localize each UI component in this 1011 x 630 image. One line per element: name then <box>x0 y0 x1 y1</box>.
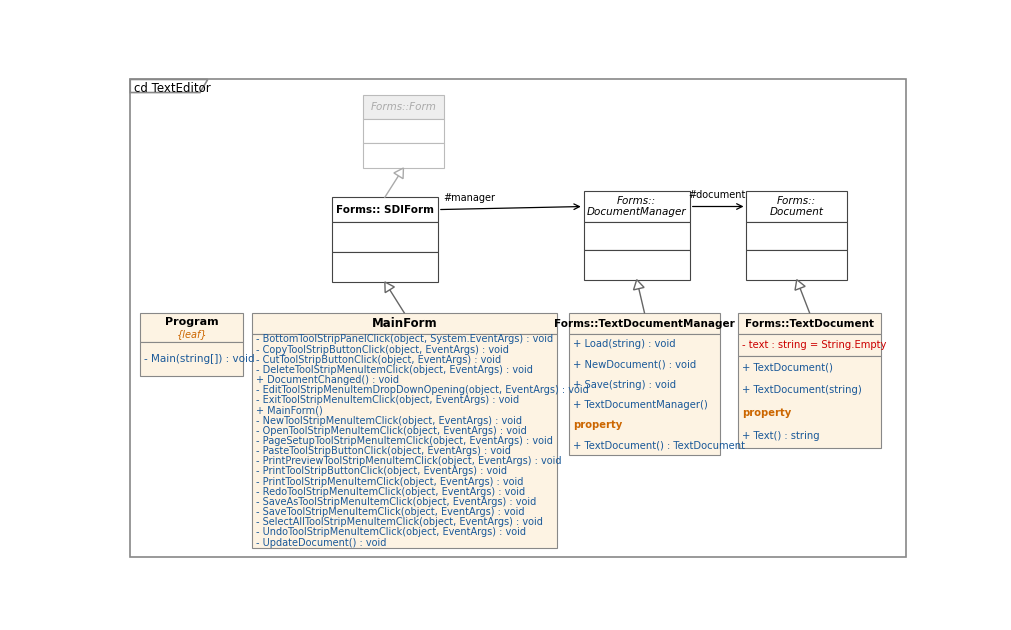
Polygon shape <box>141 312 244 342</box>
Polygon shape <box>332 252 438 282</box>
Polygon shape <box>634 280 644 290</box>
Text: - NewToolStripMenuItemClick(object, EventArgs) : void: - NewToolStripMenuItemClick(object, Even… <box>256 416 522 426</box>
Polygon shape <box>363 144 444 168</box>
Text: #manager: #manager <box>443 193 495 203</box>
Text: + DocumentChanged() : void: + DocumentChanged() : void <box>256 375 398 385</box>
Polygon shape <box>746 250 847 280</box>
Polygon shape <box>746 191 847 222</box>
Polygon shape <box>738 335 882 356</box>
Polygon shape <box>394 168 403 179</box>
Polygon shape <box>746 222 847 250</box>
Text: MainForm: MainForm <box>371 317 437 330</box>
Text: - DeleteToolStripMenuItemClick(object, EventArgs) : void: - DeleteToolStripMenuItemClick(object, E… <box>256 365 533 375</box>
Text: Forms::Form: Forms::Form <box>370 102 437 112</box>
Text: Forms::TextDocumentManager: Forms::TextDocumentManager <box>554 319 735 328</box>
Text: Forms::
Document: Forms:: Document <box>769 196 824 217</box>
Text: - SelectAllToolStripMenuItemClick(object, EventArgs) : void: - SelectAllToolStripMenuItemClick(object… <box>256 517 543 527</box>
Text: - RedoToolStripMenuItemClick(object, EventArgs) : void: - RedoToolStripMenuItemClick(object, Eve… <box>256 487 525 496</box>
Text: + Save(string) : void: + Save(string) : void <box>573 380 676 390</box>
Text: Forms:: SDIForm: Forms:: SDIForm <box>336 205 434 215</box>
Text: Program: Program <box>165 317 218 327</box>
Text: - CopyToolStripButtonClick(object, EventArgs) : void: - CopyToolStripButtonClick(object, Event… <box>256 345 509 355</box>
Text: - SaveToolStripMenuItemClick(object, EventArgs) : void: - SaveToolStripMenuItemClick(object, Eve… <box>256 507 525 517</box>
Text: + TextDocumentManager(): + TextDocumentManager() <box>573 400 708 410</box>
Text: Forms::TextDocument: Forms::TextDocument <box>745 319 875 328</box>
Text: property: property <box>742 408 791 418</box>
Text: - PrintToolStripButtonClick(object, EventArgs) : void: - PrintToolStripButtonClick(object, Even… <box>256 466 507 476</box>
Polygon shape <box>583 222 690 250</box>
Text: - PrintPreviewToolStripMenuItemClick(object, EventArgs) : void: - PrintPreviewToolStripMenuItemClick(obj… <box>256 456 561 466</box>
Text: #document: #document <box>688 190 745 200</box>
Polygon shape <box>252 312 556 335</box>
Polygon shape <box>130 79 906 557</box>
Text: - UpdateDocument() : void: - UpdateDocument() : void <box>256 537 386 547</box>
Text: property: property <box>573 420 622 430</box>
Polygon shape <box>332 197 438 222</box>
Text: + Text() : string: + Text() : string <box>742 431 819 441</box>
Text: cd TextEditor: cd TextEditor <box>134 82 211 95</box>
Text: - UndoToolStripMenuItemClick(object, EventArgs) : void: - UndoToolStripMenuItemClick(object, Eve… <box>256 527 526 537</box>
Polygon shape <box>795 280 805 290</box>
Text: + TextDocument() : TextDocument: + TextDocument() : TextDocument <box>573 440 745 450</box>
Text: - PrintToolStripMenuItemClick(object, EventArgs) : void: - PrintToolStripMenuItemClick(object, Ev… <box>256 476 523 486</box>
Polygon shape <box>141 342 244 376</box>
Text: + NewDocument() : void: + NewDocument() : void <box>573 360 696 370</box>
Polygon shape <box>385 282 394 293</box>
Polygon shape <box>738 312 882 335</box>
Text: + TextDocument(): + TextDocument() <box>742 362 833 372</box>
Text: + TextDocument(string): + TextDocument(string) <box>742 385 861 395</box>
Text: + MainForm(): + MainForm() <box>256 406 323 416</box>
Text: - OpenToolStripMenuItemClick(object, EventArgs) : void: - OpenToolStripMenuItemClick(object, Eve… <box>256 426 527 436</box>
Text: - EditToolStripMenuItemDropDownOpening(object, EventArgs) : void: - EditToolStripMenuItemDropDownOpening(o… <box>256 385 588 395</box>
Text: - text : string = String.Empty: - text : string = String.Empty <box>742 340 886 350</box>
Polygon shape <box>569 312 720 335</box>
Text: - Main(string[]) : void: - Main(string[]) : void <box>145 354 255 364</box>
Text: - CutToolStripButtonClick(object, EventArgs) : void: - CutToolStripButtonClick(object, EventA… <box>256 355 500 365</box>
Polygon shape <box>252 335 556 547</box>
Polygon shape <box>363 95 444 120</box>
Text: + Load(string) : void: + Load(string) : void <box>573 340 675 350</box>
Text: - PasteToolStripButtonClick(object, EventArgs) : void: - PasteToolStripButtonClick(object, Even… <box>256 446 511 456</box>
Polygon shape <box>332 222 438 252</box>
Text: {leaf}: {leaf} <box>177 329 207 339</box>
Polygon shape <box>738 356 882 447</box>
Polygon shape <box>363 120 444 144</box>
Text: Forms::
DocumentManager: Forms:: DocumentManager <box>587 196 686 217</box>
Text: - BottomToolStripPanelClick(object, System.EventArgs) : void: - BottomToolStripPanelClick(object, Syst… <box>256 335 553 345</box>
Polygon shape <box>583 191 690 222</box>
Text: - PageSetupToolStripMenuItemClick(object, EventArgs) : void: - PageSetupToolStripMenuItemClick(object… <box>256 436 553 446</box>
Polygon shape <box>583 250 690 280</box>
Polygon shape <box>130 79 207 93</box>
Polygon shape <box>569 335 720 455</box>
Text: - SaveAsToolStripMenuItemClick(object, EventArgs) : void: - SaveAsToolStripMenuItemClick(object, E… <box>256 497 536 507</box>
Text: - ExitToolStripMenuItemClick(object, EventArgs) : void: - ExitToolStripMenuItemClick(object, Eve… <box>256 396 519 405</box>
